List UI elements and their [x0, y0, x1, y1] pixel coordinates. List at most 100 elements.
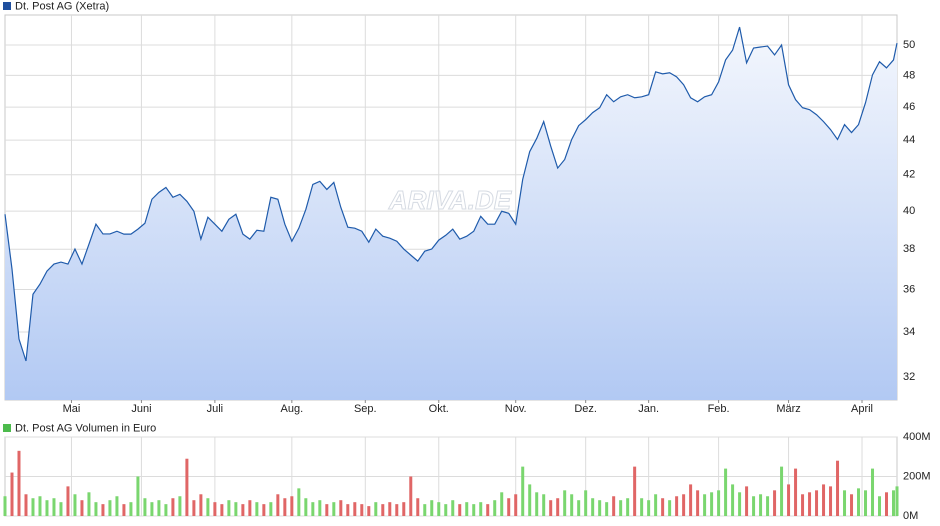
volume-bar — [17, 450, 21, 516]
volume-bar — [619, 500, 623, 516]
volume-bar — [451, 500, 455, 516]
volume-bar — [297, 488, 301, 516]
volume-bar — [164, 504, 168, 516]
volume-bar — [752, 496, 756, 516]
volume-bar — [472, 504, 476, 516]
y-tick-label: 0M — [903, 510, 918, 522]
volume-bar — [605, 502, 609, 516]
volume-bar — [549, 500, 553, 516]
volume-bar — [227, 500, 231, 516]
volume-bar — [682, 494, 686, 516]
volume-bar — [843, 490, 847, 516]
volume-bar — [801, 494, 805, 516]
volume-bar — [31, 498, 35, 516]
volume-bar — [248, 500, 252, 516]
volume-bar — [885, 492, 889, 516]
y-tick-label: 44 — [903, 134, 915, 146]
volume-bar — [367, 506, 371, 516]
volume-bar — [241, 504, 245, 516]
volume-bar — [234, 502, 238, 516]
volume-bar — [10, 472, 14, 516]
y-tick-label: 200M — [903, 470, 931, 482]
volume-bar — [87, 492, 91, 516]
volume-bar — [24, 494, 28, 516]
volume-bar — [115, 496, 119, 516]
volume-bar — [332, 502, 336, 516]
volume-bar — [150, 502, 154, 516]
volume-bar — [717, 490, 721, 516]
volume-bar — [409, 476, 413, 516]
x-tick-label: März — [776, 403, 800, 415]
volume-bar — [304, 498, 308, 516]
volume-bar — [122, 504, 126, 516]
volume-bar — [857, 488, 861, 516]
volume-bar — [654, 494, 658, 516]
volume-bar — [612, 496, 616, 516]
volume-bar — [864, 490, 868, 516]
y-tick-label: 38 — [903, 243, 915, 255]
volume-bar — [108, 500, 112, 516]
volume-bar — [556, 498, 560, 516]
volume-bar — [45, 500, 49, 516]
volume-bar — [416, 498, 420, 516]
price-line — [4, 26, 898, 362]
x-tick-label: Jan. — [638, 403, 659, 415]
volume-bar — [892, 490, 896, 516]
volume-bar — [101, 504, 105, 516]
volume-bar — [878, 496, 882, 516]
volume-bar — [570, 494, 574, 516]
x-tick-label: Sep. — [354, 403, 377, 415]
volume-bar — [647, 500, 651, 516]
volume-bar — [895, 486, 899, 516]
volume-bar — [3, 496, 7, 516]
volume-bar — [283, 498, 287, 516]
volume-bar — [178, 496, 182, 516]
volume-bar — [66, 486, 70, 516]
volume-bar — [808, 492, 812, 516]
volume-bar — [374, 502, 378, 516]
legend-swatch — [3, 424, 11, 432]
volume-bar — [675, 496, 679, 516]
volume-bar — [269, 502, 273, 516]
volume-bar — [829, 486, 833, 516]
x-tick-label: April — [851, 403, 873, 415]
volume-bar — [794, 468, 798, 516]
volume-bar — [507, 498, 511, 516]
volume-bar — [563, 490, 567, 516]
volume-bar — [276, 494, 280, 516]
volume-bar — [255, 502, 259, 516]
y-tick-label: 48 — [903, 69, 915, 81]
volume-bar — [171, 498, 175, 516]
volume-bar — [94, 502, 98, 516]
volume-bar — [52, 498, 56, 516]
legend-label: Dt. Post AG (Xetra) — [15, 0, 109, 12]
volume-bar — [759, 494, 763, 516]
x-tick-label: Nov. — [505, 403, 527, 415]
y-tick-label: 50 — [903, 39, 915, 51]
volume-bar — [430, 500, 434, 516]
y-tick-label: 36 — [903, 283, 915, 295]
y-tick-label: 46 — [903, 101, 915, 113]
volume-bar — [528, 484, 532, 516]
x-tick-label: Dez. — [574, 403, 597, 415]
volume-bar — [423, 504, 427, 516]
volume-bar — [136, 476, 140, 516]
volume-bar — [381, 504, 385, 516]
volume-bar — [199, 494, 203, 516]
volume-bar — [633, 466, 637, 516]
volume-bar — [514, 494, 518, 516]
volume-bar — [598, 500, 602, 516]
y-tick-label: 42 — [903, 169, 915, 181]
volume-bar — [325, 504, 329, 516]
volume-bar — [157, 500, 161, 516]
volume-bar — [577, 500, 581, 516]
volume-bar — [836, 460, 840, 516]
volume-bar — [479, 502, 483, 516]
watermark: ARIVA.DE — [388, 185, 512, 215]
volume-bar — [689, 484, 693, 516]
volume-bar — [465, 502, 469, 516]
volume-bar — [220, 504, 224, 516]
volume-bar — [493, 500, 497, 516]
marks — [3, 26, 899, 516]
